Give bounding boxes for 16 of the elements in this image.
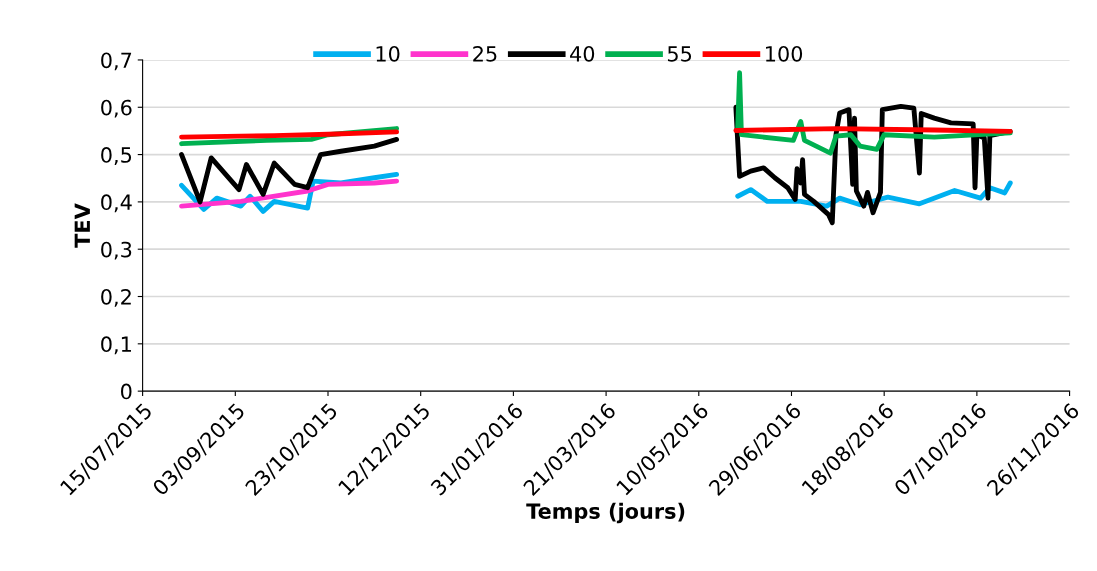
- y-tick-label: 0,4: [101, 194, 132, 213]
- y-tick-label: 0: [121, 383, 132, 400]
- legend-label: 100: [766, 45, 803, 62]
- y-tick-label: 0,1: [101, 336, 131, 355]
- line-series: [179, 178, 400, 209]
- y-axis-title: TEV: [74, 203, 90, 248]
- y-tick-label: 0,5: [101, 147, 132, 165]
- legend-label: 25: [473, 45, 497, 62]
- legend-label: 55: [667, 46, 692, 62]
- y-tick-label: 0,2: [101, 288, 131, 307]
- y-tick-label: 0,3: [101, 241, 132, 260]
- y-tick-label: 0,6: [101, 99, 132, 118]
- y-tick-label: 0,7: [101, 52, 132, 71]
- legend-label: 10: [376, 45, 400, 62]
- x-axis-title: Temps (jours): [526, 502, 685, 524]
- legend-label: 40: [570, 45, 595, 62]
